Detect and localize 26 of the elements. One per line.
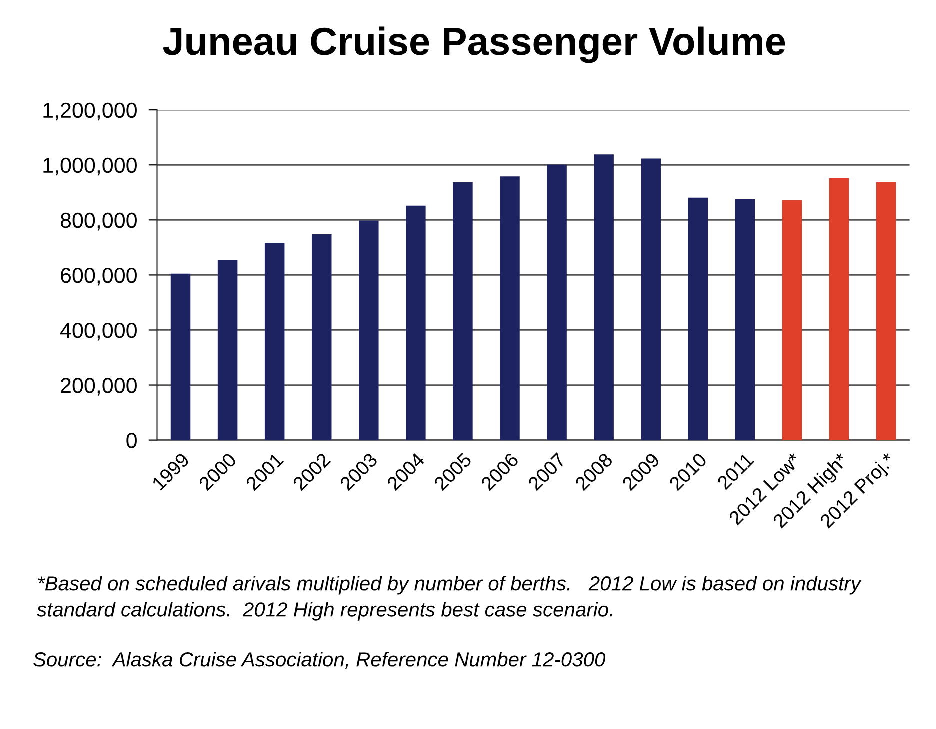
- bar: [641, 158, 661, 440]
- bar: [594, 154, 614, 440]
- text: *Based on scheduled arivals multiplied by number of berths. 2012 Low is based on industry standard calculations. 2012 High represents best case scenario.: [37, 576, 862, 621]
- bar: [170, 274, 191, 440]
- bar: [688, 198, 708, 440]
- bar: [264, 243, 285, 440]
- y-tick-label: 600,000: [61, 268, 137, 286]
- y-tick-label: 200,000: [61, 378, 137, 396]
- bar: [406, 206, 426, 440]
- bar: [876, 182, 896, 440]
- source-note: Source: Alaska Cruise Association, Reference Number 12-0300: [34, 652, 606, 670]
- y-tick-label: 1,000,000: [44, 158, 137, 176]
- bar: [359, 220, 379, 440]
- y-tick-label: 800,000: [60, 212, 137, 231]
- bar: [312, 234, 332, 440]
- bar: [829, 178, 850, 440]
- y-tick-label: 400,000: [60, 323, 137, 341]
- y-tick-label: 1,200,000: [44, 102, 137, 121]
- bar: [735, 200, 756, 440]
- bar: [453, 182, 473, 440]
- bar: [500, 176, 520, 440]
- bar: [218, 260, 238, 440]
- bar: [782, 200, 802, 440]
- chart-title: Juneau Cruise Passenger Volume: [163, 26, 786, 64]
- y-tick-label: 0: [126, 433, 137, 448]
- bar: [547, 164, 567, 440]
